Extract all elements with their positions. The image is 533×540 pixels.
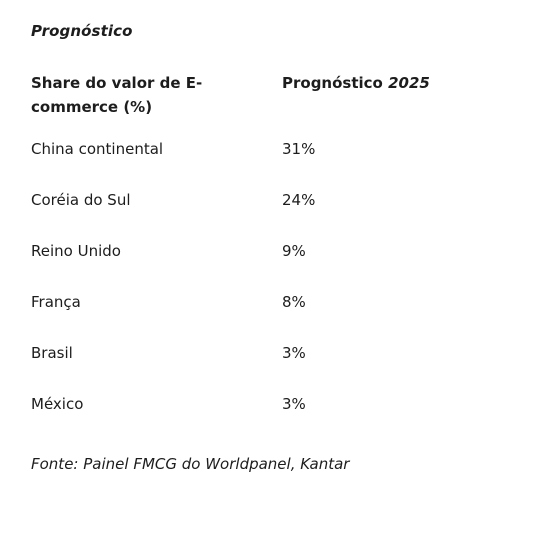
value-cell: 9% xyxy=(282,242,306,260)
country-cell: Brasil xyxy=(31,344,73,362)
table-row: China continental 31% xyxy=(31,139,430,190)
table-row: Reino Unido 9% xyxy=(31,241,430,292)
table-row: México 3% xyxy=(31,394,430,445)
table-row: França 8% xyxy=(31,292,430,343)
column-header-forecast: Prognóstico 2025 xyxy=(282,71,430,139)
country-cell: Reino Unido xyxy=(31,242,121,260)
value-cell: 3% xyxy=(282,344,306,362)
column-header-forecast-label: Prognóstico xyxy=(282,74,389,92)
value-cell: 24% xyxy=(282,191,316,209)
column-header-forecast-year: 2025 xyxy=(388,74,430,92)
ecommerce-share-table: Share do valor de E-commerce (%) Prognós… xyxy=(31,71,430,445)
table-row: Brasil 3% xyxy=(31,343,430,394)
value-cell: 3% xyxy=(282,395,306,413)
country-cell: México xyxy=(31,395,84,413)
table-row: Coréia do Sul 24% xyxy=(31,190,430,241)
page-heading: Prognóstico xyxy=(31,22,133,40)
table-header-row: Share do valor de E-commerce (%) Prognós… xyxy=(31,71,430,139)
value-cell: 8% xyxy=(282,293,306,311)
country-cell: China continental xyxy=(31,140,164,158)
column-header-share: Share do valor de E-commerce (%) xyxy=(31,74,203,116)
source-note: Fonte: Painel FMCG do Worldpanel, Kantar xyxy=(31,455,350,473)
country-cell: França xyxy=(31,293,81,311)
country-cell: Coréia do Sul xyxy=(31,191,131,209)
value-cell: 31% xyxy=(282,140,316,158)
